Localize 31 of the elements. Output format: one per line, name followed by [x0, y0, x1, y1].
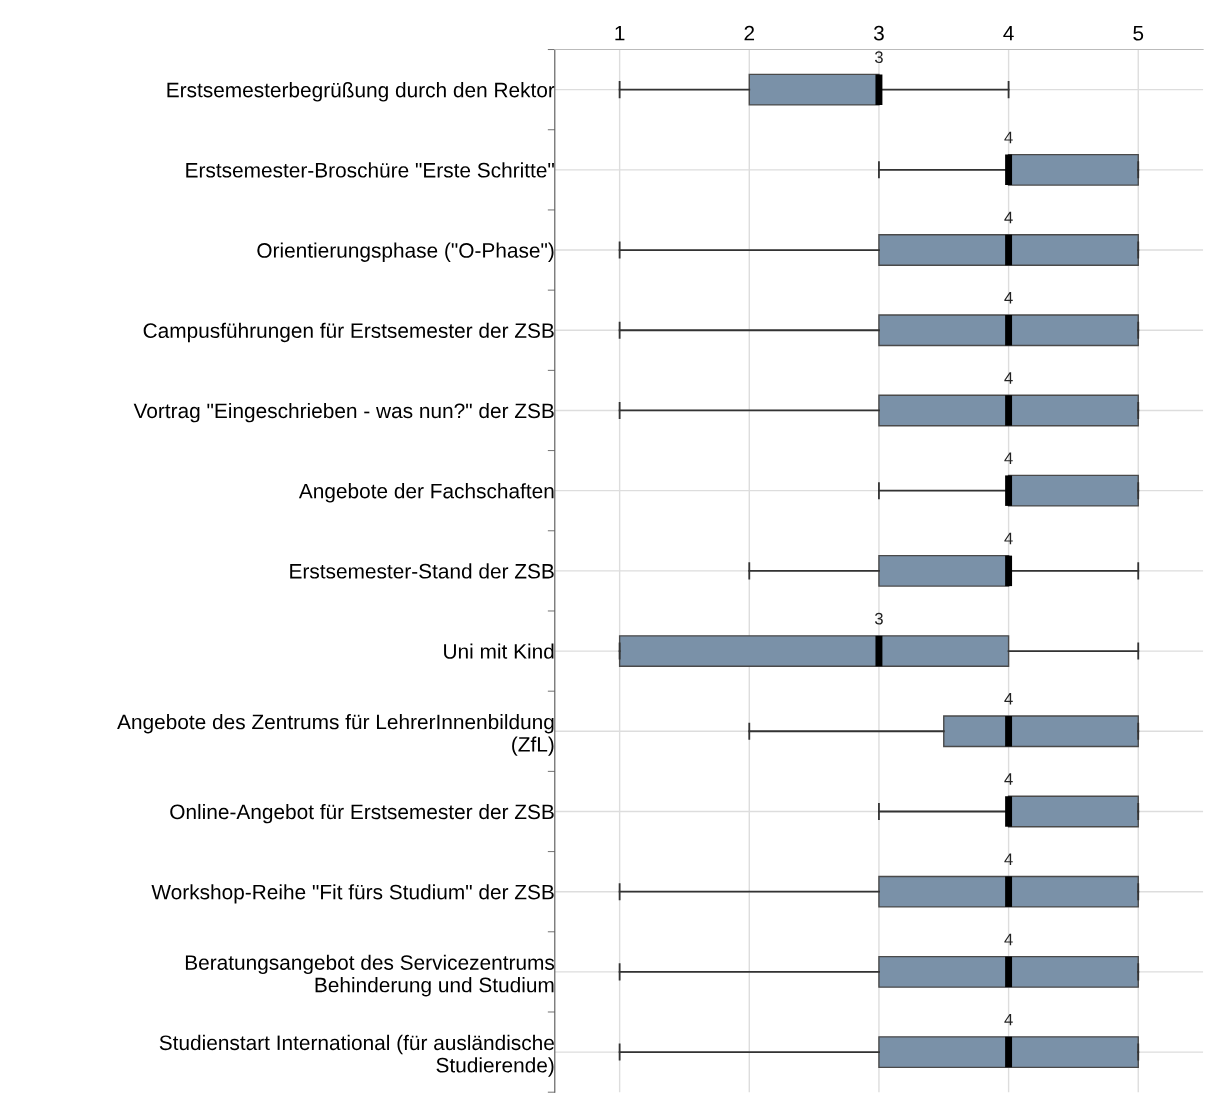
y-tick-label: Studienstart International (für ausländische Studierende)	[159, 1034, 554, 1077]
y-tick-label: Beratungsangebot des Servicezentrums Behinderung und Studium	[185, 954, 555, 997]
y-tick-label: Online-Angebot für Erstsemester der ZSB	[170, 803, 554, 824]
y-tick-label: Erstsemesterbegrüßung durch den Rektor	[167, 82, 555, 102]
text: 4	[1004, 933, 1013, 946]
text: 4	[1004, 452, 1013, 464]
y-tick-label: Angebote des Zentrums für LehrerInnenbildung (ZfL)	[117, 714, 554, 756]
text: 4	[1004, 532, 1013, 545]
y-tick-label: Workshop-Reihe "Fit fürs Studium" der ZSB	[151, 884, 554, 904]
x-tick-label: 3	[873, 25, 884, 41]
text: 4	[1004, 1013, 1013, 1026]
x-tick-label: 4	[1003, 26, 1014, 41]
text: 4	[1004, 211, 1013, 224]
y-tick-label: Uni mit Kind	[444, 643, 554, 659]
text: 4	[1004, 773, 1013, 785]
text: 4	[1004, 131, 1013, 144]
y-tick-label: Orientierungsphase ("O-Phase")	[257, 242, 554, 262]
y-tick-label: Angebote der Fachschaften	[298, 483, 554, 503]
text: 4	[1004, 372, 1013, 384]
y-tick-label: Campusführungen für Erstsemester der ZSB	[143, 322, 554, 343]
y-tick-label: Erstsemester-Broschüre "Erste Schritte"	[186, 162, 554, 178]
text: 3	[874, 612, 883, 625]
text: 4	[1004, 292, 1013, 304]
x-tick-label: 5	[1133, 26, 1144, 41]
text: 3	[874, 51, 883, 64]
x-tick-label: 1	[615, 26, 625, 41]
x-tick-label: 2	[744, 25, 755, 41]
text: 4	[1004, 853, 1013, 865]
y-tick-label: Vortrag "Eingeschrieben - was nun?" der ZSB	[133, 402, 554, 423]
text: 4	[1004, 693, 1013, 705]
y-tick-label: Erstsemester-Stand der ZSB	[290, 563, 554, 579]
